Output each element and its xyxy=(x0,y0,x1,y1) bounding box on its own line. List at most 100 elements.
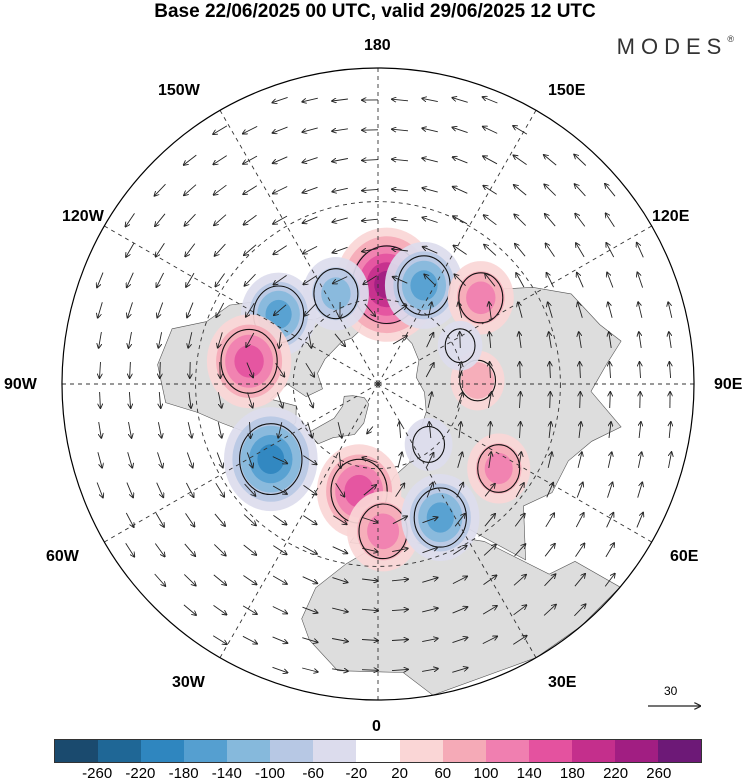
wind-vector xyxy=(456,483,463,498)
wind-vector xyxy=(399,422,400,439)
wind-vector xyxy=(185,213,196,226)
wind-vector xyxy=(456,392,462,408)
wind-vector xyxy=(302,127,318,132)
wind-vector xyxy=(98,302,103,317)
wind-vector xyxy=(184,154,197,165)
wind-vector xyxy=(668,302,673,318)
wind-vector xyxy=(333,246,348,252)
wind-vector xyxy=(483,186,497,195)
wind-vector xyxy=(273,156,288,163)
lon-label-150e: 150E xyxy=(548,82,586,99)
lat-lon-grid xyxy=(62,68,694,700)
wind-vector xyxy=(337,422,342,438)
wind-vector xyxy=(549,422,551,438)
registered-mark: ® xyxy=(727,34,734,44)
wind-vector xyxy=(513,126,528,135)
wind-vector xyxy=(391,669,408,670)
wind-vector xyxy=(367,426,374,434)
wind-vector xyxy=(392,516,407,525)
wind-vector xyxy=(186,272,195,287)
wind-vector xyxy=(489,332,490,349)
wind-vector xyxy=(610,362,611,379)
wind-vector xyxy=(189,392,191,408)
reference-vector-label: 30 xyxy=(664,684,678,698)
colorbar-tick-label: -180 xyxy=(168,765,199,782)
wind-vector xyxy=(393,305,407,316)
wind-vector xyxy=(362,579,378,581)
wind-vector xyxy=(575,184,586,197)
colorbar-tick-label: -140 xyxy=(211,765,242,782)
wind-vector xyxy=(361,670,378,671)
wind-vector xyxy=(303,275,317,285)
wind-vector xyxy=(339,451,341,468)
wind-vector xyxy=(453,187,468,194)
wind-vector xyxy=(575,214,586,227)
wind-vector xyxy=(484,484,495,497)
wind-vector xyxy=(452,637,468,644)
wind-vector xyxy=(215,243,226,256)
wind-vector xyxy=(606,513,614,528)
wind-vector xyxy=(490,362,491,379)
wind-vector xyxy=(426,333,434,348)
wind-vector xyxy=(520,422,521,439)
map-title: Base 22/06/2025 00 UTC, valid 29/06/2025… xyxy=(154,1,596,22)
wind-vector xyxy=(214,513,225,526)
wind-vector xyxy=(127,452,133,467)
wind-vector xyxy=(484,215,497,226)
wind-vector xyxy=(303,186,318,192)
wind-vector xyxy=(392,99,409,101)
wind-vector xyxy=(489,302,491,318)
wind-vector xyxy=(244,244,257,255)
wind-vector xyxy=(574,574,585,587)
wind-vector xyxy=(454,514,465,527)
wind-vector xyxy=(426,453,434,468)
wind-vector xyxy=(637,452,641,468)
wind-vector xyxy=(216,452,223,468)
wind-vector xyxy=(546,483,553,498)
lon-label-60w: 60W xyxy=(46,548,79,565)
wind-vector xyxy=(605,184,616,197)
wind-vector xyxy=(457,452,463,468)
anomaly-contour xyxy=(367,513,400,550)
wind-vector xyxy=(639,332,641,348)
wind-vector xyxy=(332,159,348,162)
wind-vector xyxy=(187,422,192,438)
colorbar-tick-label: 20 xyxy=(391,765,408,782)
colorbar-segment xyxy=(55,740,99,762)
wind-vector xyxy=(154,573,166,586)
lon-label-30w: 30W xyxy=(172,674,205,691)
wind-vector xyxy=(362,219,379,221)
colorbar-tick-label: -100 xyxy=(254,765,286,782)
wind-vector xyxy=(307,422,313,437)
wind-vector xyxy=(515,483,524,498)
wind-vector xyxy=(580,362,581,379)
anomaly-contour xyxy=(426,502,454,533)
wind-vector xyxy=(544,155,557,166)
brand-logo: MODES® xyxy=(617,34,734,60)
wind-vector xyxy=(213,605,227,614)
wind-vector xyxy=(549,332,552,348)
latitude-circle xyxy=(292,298,464,470)
wind-vector xyxy=(246,302,255,317)
anomaly-contour xyxy=(410,270,438,301)
wind-vector xyxy=(157,422,161,438)
wind-vector xyxy=(302,637,317,643)
wind-vector xyxy=(362,189,379,190)
wind-vector xyxy=(129,422,132,438)
anomaly-contour xyxy=(484,452,513,485)
wind-vector xyxy=(332,99,348,101)
wind-vector xyxy=(425,363,434,378)
wind-vector xyxy=(484,245,497,256)
wind-vector xyxy=(332,217,348,222)
wind-vector xyxy=(100,391,101,408)
wind-vector xyxy=(518,302,523,318)
anomaly-streamline xyxy=(413,487,467,548)
wind-vector xyxy=(579,332,582,348)
wind-vector xyxy=(274,304,287,315)
wind-vector xyxy=(422,517,438,524)
wind-vector xyxy=(214,214,227,226)
wind-vector xyxy=(272,485,287,494)
wind-vector xyxy=(217,422,221,438)
wind-vector xyxy=(636,513,643,528)
wind-vector xyxy=(610,392,611,409)
